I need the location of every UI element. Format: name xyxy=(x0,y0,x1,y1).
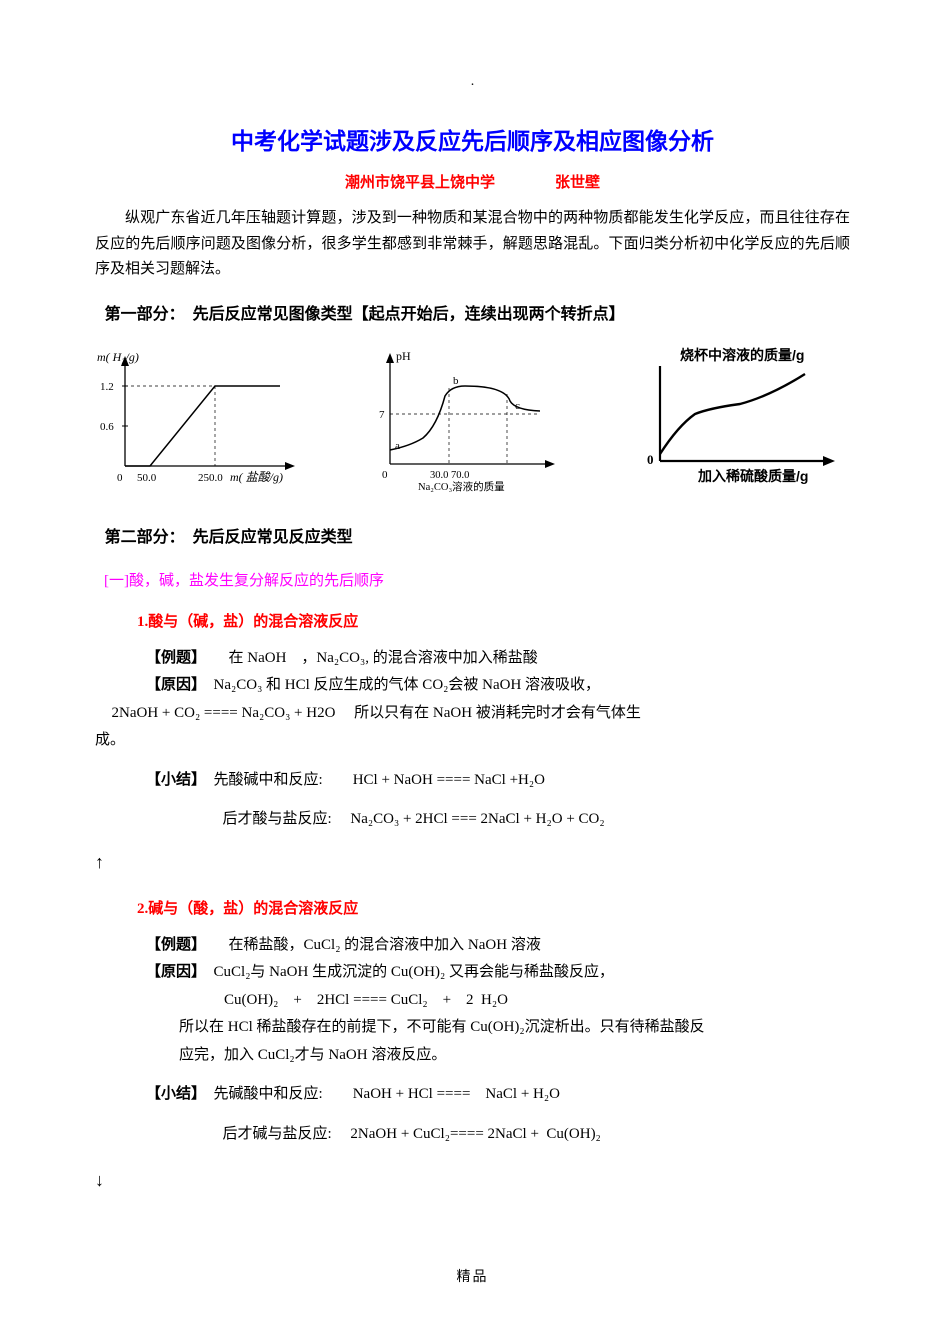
sub2-example: 【例题】 在稀盐酸，CuCl₂ 的混合溶液中加入 NaOH 溶液 xyxy=(146,933,850,959)
chart2-ytick: 7 xyxy=(379,409,385,421)
page-title: 中考化学试题涉及反应先后顺序及相应图像分析 xyxy=(95,122,850,161)
chart2-ylabel: pH xyxy=(396,349,411,363)
chart2-xlabel1: 30.0 70.0 xyxy=(430,470,469,481)
sub2-note2: 应完，加入 CuCl₂才与 NaOH 溶液反应。 xyxy=(179,1043,850,1069)
chart1-ylabel: m( H₂/g) xyxy=(97,350,139,364)
sub2-sum1: 先碱酸中和反应: NaOH + HCl ==== NaCl + H₂O xyxy=(214,1086,560,1102)
arrow-down: ↓ xyxy=(95,1165,850,1196)
chart3-xlabel: 加入稀硫酸质量/g xyxy=(697,468,808,484)
sub1-reason-text: Na₂CO₃ 和 HCl 反应生成的气体 CO₂会被 NaOH 溶液吸收， xyxy=(199,677,601,693)
sub1-eq-tail: 成。 xyxy=(95,728,850,754)
section-1-heading: [一]酸，碱，盐发生复分解反应的先后顺序 xyxy=(104,569,850,595)
chart1-xtick-1: 50.0 xyxy=(137,472,157,484)
sub2-reason-text: CuCl₂与 NaOH 生成沉淀的 Cu(OH)₂ 又再会能与稀盐酸反应， xyxy=(199,964,614,980)
top-dot: . xyxy=(95,70,850,94)
sub2-reason: 【原因】 CuCl₂与 NaOH 生成沉淀的 Cu(OH)₂ 又再会能与稀盐酸反… xyxy=(146,960,850,986)
summary-label-2: 【小结】 xyxy=(146,1086,199,1102)
chart2-xlabel2: Na₂CO₃溶液的质量 xyxy=(418,480,505,493)
sub2-heading: 2.碱与（酸，盐）的混合溶液反应 xyxy=(137,897,850,923)
summary-label: 【小结】 xyxy=(146,772,199,788)
byline-author: 张世壁 xyxy=(555,175,600,191)
sub2-eq1: Cu(OH)₂ + 2HCl ==== CuCl₂ + 2 H₂O xyxy=(224,988,850,1014)
chart2-point-b: b xyxy=(453,375,459,387)
sub1-eq-continue: 2NaOH + CO₂ ==== Na₂CO₃ + H2O 所以只有在 NaOH… xyxy=(112,701,851,727)
sub1-summary: 【小结】 先酸碱中和反应: HCl + NaOH ==== NaCl +H₂O xyxy=(146,768,850,794)
sub2-note1: 所以在 HCl 稀盐酸存在的前提下，不可能有 Cu(OH)₂沉淀析出。只有待稀盐… xyxy=(179,1015,850,1041)
sub2-block: 【例题】 在稀盐酸，CuCl₂ 的混合溶液中加入 NaOH 溶液 【原因】 Cu… xyxy=(146,933,850,1069)
charts-row: m( H₂/g) 1.2 0.6 0 50.0 250.0 m( 盐酸/g) p… xyxy=(95,346,850,506)
sub1-block: 【例题】 在 NaOH ，Na₂CO₃, 的混合溶液中加入稀盐酸 【原因】 Na… xyxy=(146,646,850,699)
sub1-sum1: 先酸碱中和反应: HCl + NaOH ==== NaCl +H₂O xyxy=(214,772,545,788)
part2-heading: 第二部分： 先后反应常见反应类型 xyxy=(105,524,850,551)
reason-label: 【原因】 xyxy=(146,677,199,693)
chart2-point-a: a xyxy=(395,440,400,452)
sub2-summary: 【小结】 先碱酸中和反应: NaOH + HCl ==== NaCl + H₂O xyxy=(146,1082,850,1108)
chart2-point-c: c xyxy=(515,400,520,412)
chart-2-svg: pH 7 a b c 0 30.0 70.0 Na₂CO₃溶液的质量 xyxy=(355,346,570,496)
chart1-xtick-0: 0 xyxy=(117,472,123,484)
example-label: 【例题】 xyxy=(146,650,199,666)
chart3-origin: 0 xyxy=(647,452,654,467)
sub1-example-text: 在 NaOH ，Na₂CO₃, 的混合溶液中加入稀盐酸 xyxy=(199,650,538,666)
sub1-heading: 1.酸与（碱，盐）的混合溶液反应 xyxy=(137,610,850,636)
chart1-ytick-1: 1.2 xyxy=(100,381,114,393)
sub1-sum2: 后才酸与盐反应: Na₂CO₃ + 2HCl === 2NaCl + H₂O +… xyxy=(223,807,851,833)
byline-school: 潮州市饶平县上饶中学 xyxy=(345,175,495,191)
sub1-example: 【例题】 在 NaOH ，Na₂CO₃, 的混合溶液中加入稀盐酸 xyxy=(146,646,850,672)
sub2-sum2: 后才碱与盐反应: 2NaOH + CuCl₂==== 2NaCl + Cu(OH… xyxy=(223,1122,851,1148)
sub1-reason: 【原因】 Na₂CO₃ 和 HCl 反应生成的气体 CO₂会被 NaOH 溶液吸… xyxy=(146,673,850,699)
footer-text: 精品 xyxy=(95,1266,850,1290)
part1-heading: 第一部分： 先后反应常见图像类型【起点开始后，连续出现两个转折点】 xyxy=(105,301,850,328)
chart-3: 烧杯中溶液的质量/g 0 加入稀硫酸质量/g xyxy=(620,346,850,506)
byline: 潮州市饶平县上饶中学 张世壁 xyxy=(95,171,850,197)
chart2-origin: 0 xyxy=(382,469,388,481)
chart1-ytick-0: 0.6 xyxy=(100,421,114,433)
arrow-up: ↑ xyxy=(95,847,850,878)
chart3-ylabel: 烧杯中溶液的质量/g xyxy=(680,347,804,363)
sub2-example-text: 在稀盐酸，CuCl₂ 的混合溶液中加入 NaOH 溶液 xyxy=(199,937,541,953)
example-label-2: 【例题】 xyxy=(146,937,199,953)
chart-2: pH 7 a b c 0 30.0 70.0 Na₂CO₃溶液的质量 xyxy=(355,346,570,506)
chart-1: m( H₂/g) 1.2 0.6 0 50.0 250.0 m( 盐酸/g) xyxy=(95,346,305,506)
reason-label-2: 【原因】 xyxy=(146,964,199,980)
chart-3-svg: 烧杯中溶液的质量/g 0 加入稀硫酸质量/g xyxy=(620,346,850,496)
byline-gap xyxy=(495,175,555,191)
chart1-xtick-2: 250.0 xyxy=(198,472,223,484)
chart1-xlabel: m( 盐酸/g) xyxy=(230,470,283,484)
intro-paragraph: 纵观广东省近几年压轴题计算题，涉及到一种物质和某混合物中的两种物质都能发生化学反… xyxy=(95,206,850,283)
chart-1-svg: m( H₂/g) 1.2 0.6 0 50.0 250.0 m( 盐酸/g) xyxy=(95,346,305,496)
